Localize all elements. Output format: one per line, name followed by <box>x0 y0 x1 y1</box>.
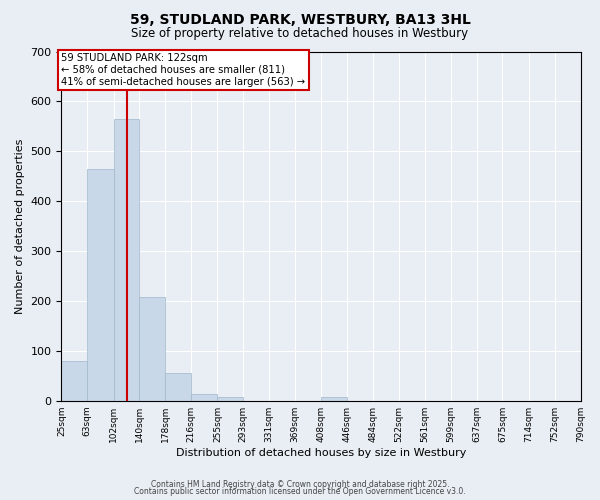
Bar <box>217 397 243 400</box>
Bar <box>165 374 191 400</box>
Text: 59, STUDLAND PARK, WESTBURY, BA13 3HL: 59, STUDLAND PARK, WESTBURY, BA13 3HL <box>130 12 470 26</box>
Text: Contains public sector information licensed under the Open Government Licence v3: Contains public sector information licen… <box>134 487 466 496</box>
Bar <box>139 298 165 401</box>
Bar <box>321 397 347 400</box>
Text: Size of property relative to detached houses in Westbury: Size of property relative to detached ho… <box>131 28 469 40</box>
Y-axis label: Number of detached properties: Number of detached properties <box>15 138 25 314</box>
Bar <box>191 394 217 400</box>
X-axis label: Distribution of detached houses by size in Westbury: Distribution of detached houses by size … <box>176 448 466 458</box>
Bar <box>61 361 87 401</box>
Text: 59 STUDLAND PARK: 122sqm
← 58% of detached houses are smaller (811)
41% of semi-: 59 STUDLAND PARK: 122sqm ← 58% of detach… <box>61 54 305 86</box>
Bar <box>113 119 139 400</box>
Text: Contains HM Land Registry data © Crown copyright and database right 2025.: Contains HM Land Registry data © Crown c… <box>151 480 449 489</box>
Bar <box>87 168 113 400</box>
